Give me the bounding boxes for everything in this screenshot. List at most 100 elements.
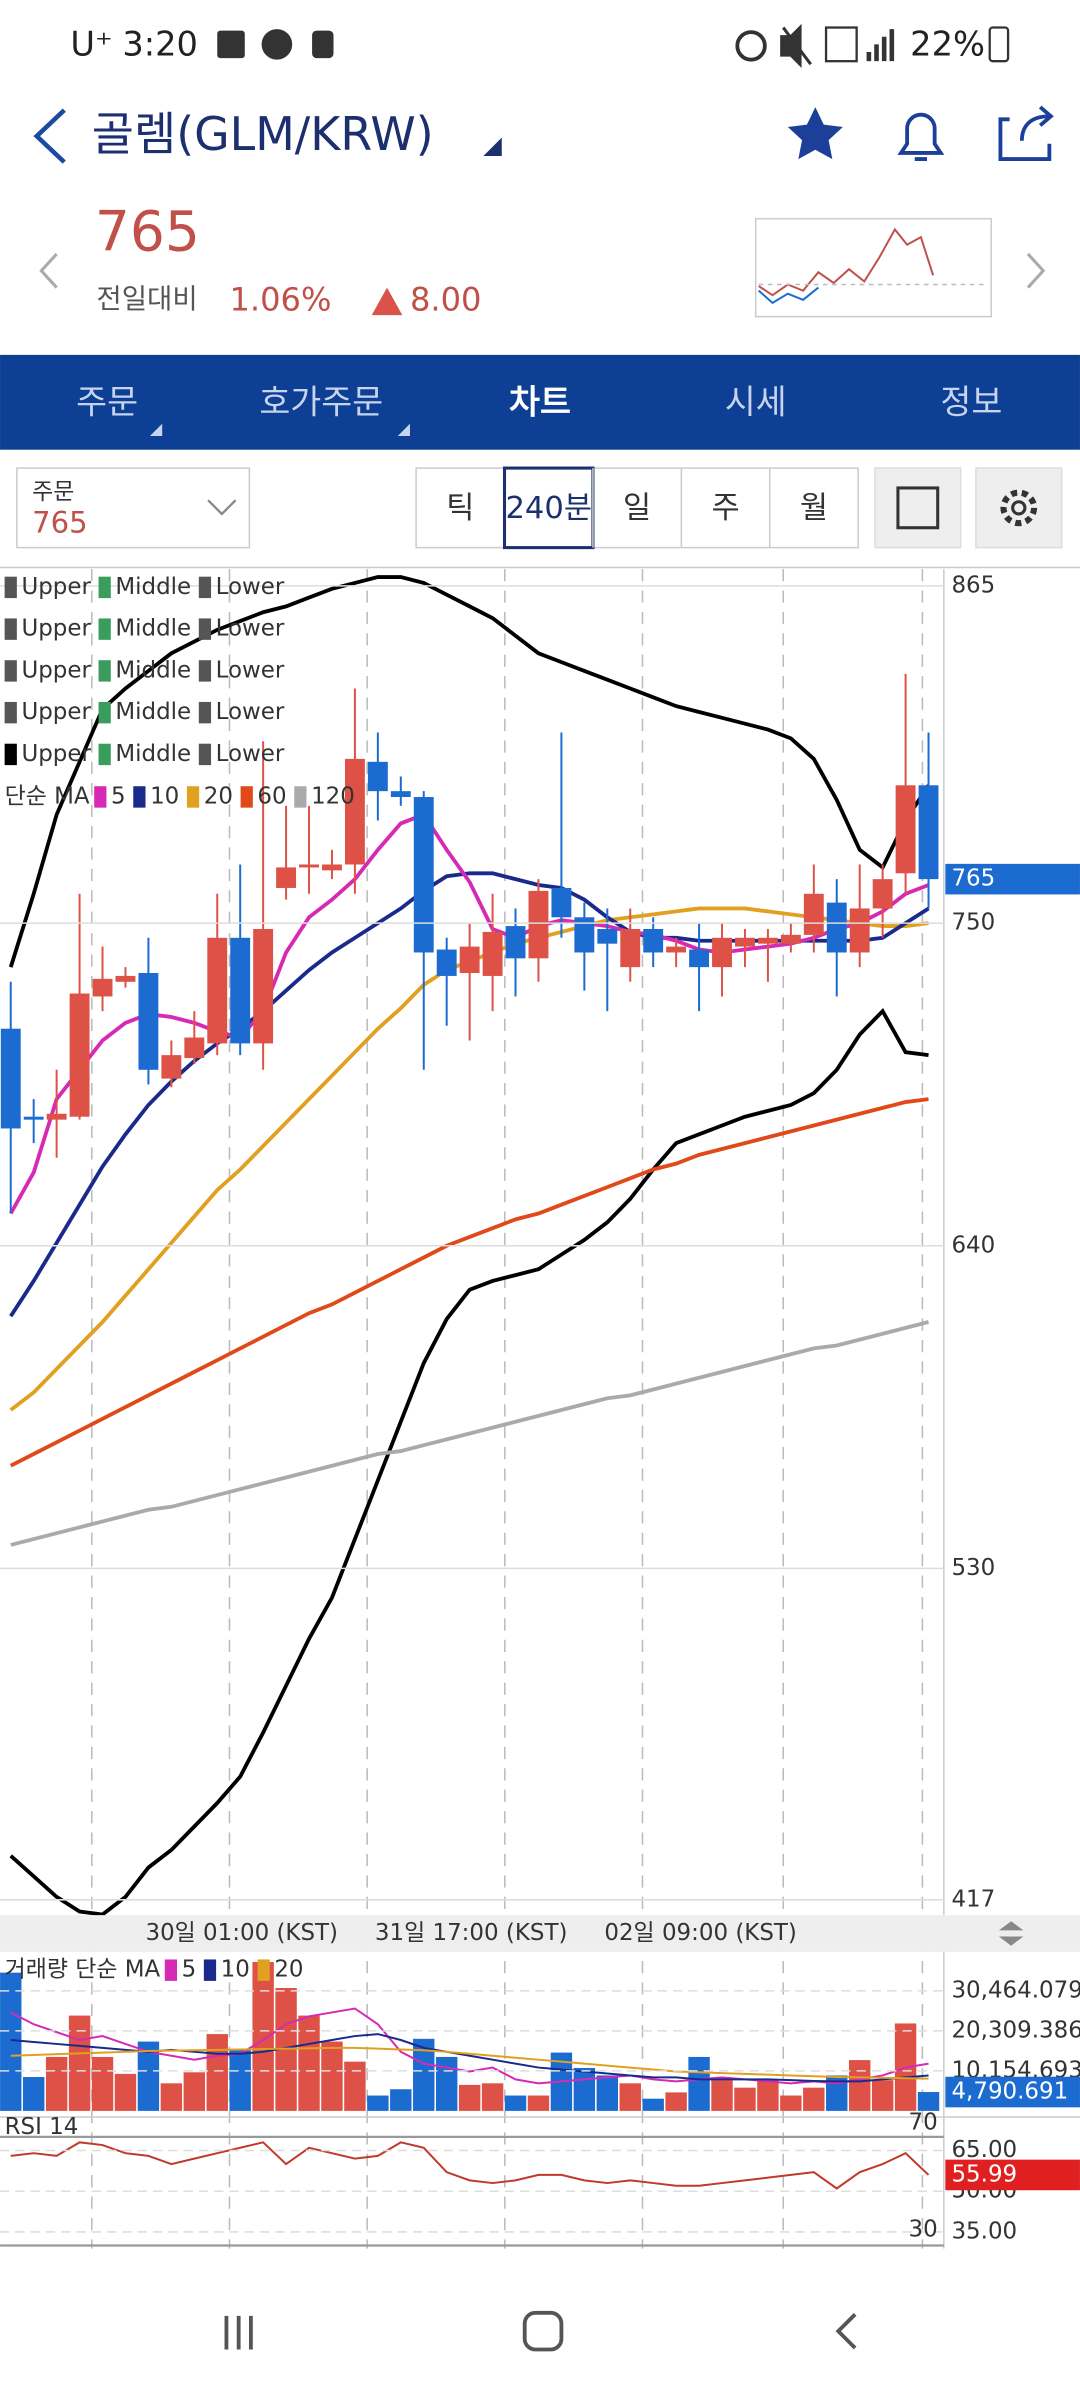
layout-button[interactable] bbox=[874, 467, 962, 549]
signal-icon bbox=[866, 29, 895, 62]
volume-bar bbox=[826, 2075, 848, 2111]
title-dropdown[interactable] bbox=[483, 137, 502, 157]
b-icon bbox=[312, 30, 334, 59]
legend-label: Lower bbox=[216, 699, 285, 725]
time-label: 30일 01:00 (KST) bbox=[145, 1920, 337, 1946]
y-tick-label: 530 bbox=[951, 1555, 995, 1581]
volume-bar bbox=[481, 2083, 504, 2111]
volume-bar bbox=[917, 2092, 940, 2111]
back-button[interactable] bbox=[33, 108, 66, 164]
resize-handle[interactable] bbox=[998, 1921, 1024, 1946]
legend-swatch bbox=[203, 1959, 217, 1981]
legend-swatch bbox=[294, 786, 307, 808]
back-nav-button[interactable] bbox=[835, 2312, 857, 2350]
candle-body bbox=[69, 993, 90, 1117]
candle-body bbox=[276, 867, 297, 888]
next-coin[interactable] bbox=[1026, 252, 1046, 289]
change-percent: 1.06% bbox=[229, 280, 331, 318]
candle-body bbox=[574, 917, 595, 953]
legend-label: Upper bbox=[21, 657, 91, 683]
rsi-title: RSI 14 bbox=[5, 2114, 79, 2140]
legend-label: Middle bbox=[115, 741, 191, 767]
candle-body bbox=[115, 975, 136, 982]
volume-bar bbox=[91, 2056, 114, 2111]
volume-bar bbox=[183, 2072, 206, 2111]
volume-legend-title: 거래량 단순 MA bbox=[5, 1957, 161, 1983]
order-dropdown[interactable] bbox=[207, 499, 237, 516]
tab[interactable]: 호가주문 bbox=[259, 382, 383, 421]
volume-bar bbox=[252, 1962, 274, 2111]
favorite-button[interactable] bbox=[787, 107, 843, 160]
volume-bar bbox=[229, 2049, 251, 2111]
tab[interactable]: 정보 bbox=[940, 382, 1002, 421]
candle-body bbox=[46, 1113, 67, 1120]
legend-swatch bbox=[198, 576, 212, 599]
settings-button[interactable] bbox=[975, 467, 1063, 549]
share-button[interactable] bbox=[998, 105, 1054, 161]
bollinger-band bbox=[9, 1007, 929, 1916]
period-button[interactable]: 틱 bbox=[446, 491, 474, 526]
moving-average bbox=[9, 1097, 929, 1468]
period-button[interactable]: 월 bbox=[800, 491, 828, 526]
legend-label: 20 bbox=[274, 1957, 303, 1983]
alarm-icon bbox=[735, 30, 767, 62]
price-plot bbox=[0, 575, 939, 1916]
order-box[interactable] bbox=[16, 467, 251, 549]
legend-swatch bbox=[4, 618, 17, 640]
carrier: U⁺ bbox=[70, 24, 112, 63]
volume-bar bbox=[734, 2087, 756, 2111]
rsi-level-label: 70 bbox=[909, 2110, 938, 2136]
candle-body bbox=[918, 785, 939, 880]
candle-body bbox=[895, 785, 916, 874]
candle-body bbox=[230, 937, 251, 1044]
candle-body bbox=[597, 929, 618, 944]
candle-body bbox=[826, 902, 847, 953]
volume-bar bbox=[22, 2077, 45, 2111]
candle-body bbox=[367, 761, 388, 792]
tab-dropdown bbox=[397, 423, 410, 436]
legend-swatch bbox=[133, 786, 146, 808]
up-triangle bbox=[371, 287, 403, 316]
current-value-box bbox=[945, 2159, 1080, 2191]
candle-body bbox=[207, 937, 228, 1044]
legend-swatch bbox=[198, 660, 212, 682]
time-label: 02일 09:00 (KST) bbox=[604, 1920, 796, 1946]
candle-body bbox=[689, 949, 710, 968]
candle-body bbox=[413, 797, 434, 953]
volume-bar bbox=[298, 2015, 320, 2111]
alert-button[interactable] bbox=[897, 112, 945, 161]
current-value-box bbox=[945, 863, 1080, 895]
legend-label: Middle bbox=[115, 574, 191, 600]
battery-level: 22% bbox=[910, 24, 985, 63]
candle-body bbox=[322, 864, 342, 871]
tab[interactable]: 차트 bbox=[509, 382, 571, 421]
tab[interactable]: 시세 bbox=[725, 382, 787, 421]
candle-body bbox=[344, 758, 365, 865]
volume-bar bbox=[803, 2087, 825, 2111]
legend-label: 10 bbox=[150, 783, 179, 809]
y-tick-label: 865 bbox=[951, 572, 995, 598]
change-label: 전일대비 bbox=[96, 283, 197, 315]
ma-legend-title: 단순 MA bbox=[5, 783, 90, 809]
legend-swatch bbox=[98, 701, 111, 724]
period-button[interactable]: 240분 bbox=[505, 491, 592, 526]
volume-bar bbox=[871, 2080, 894, 2111]
y-tick-label: 35.00 bbox=[951, 2218, 1017, 2244]
legend-label: 10 bbox=[221, 1957, 250, 1983]
period-button[interactable]: 주 bbox=[711, 491, 739, 526]
period-button[interactable]: 일 bbox=[623, 491, 651, 526]
legend-label: Middle bbox=[115, 657, 191, 683]
candle-body bbox=[803, 893, 824, 935]
recents-button[interactable] bbox=[224, 2315, 253, 2350]
prev-coin[interactable] bbox=[39, 252, 58, 289]
volume-bar bbox=[0, 1972, 22, 2111]
candle-body bbox=[528, 890, 549, 959]
home-button[interactable] bbox=[522, 2310, 564, 2352]
coin-title[interactable]: 골렘(GLM/KRW) bbox=[92, 107, 434, 161]
legend-swatch bbox=[98, 743, 111, 766]
tab[interactable]: 주문 bbox=[76, 382, 138, 421]
bollinger-band bbox=[8, 575, 931, 968]
rsi-level-label: 30 bbox=[909, 2217, 938, 2243]
